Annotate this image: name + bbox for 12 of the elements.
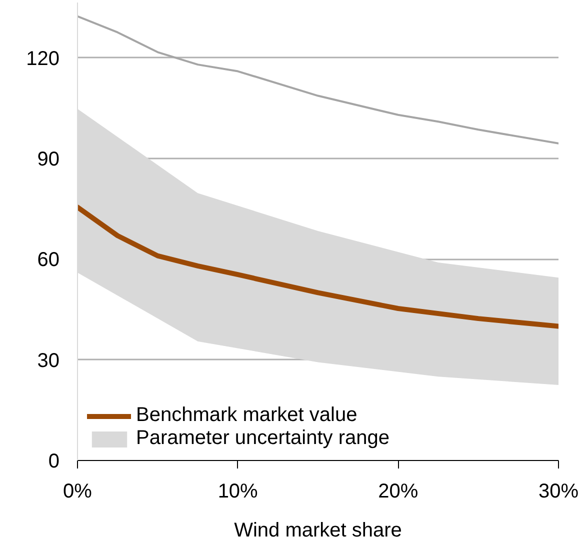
x-axis-title: Wind market share [234,520,402,542]
legend-label: Benchmark market value [136,404,358,427]
x-tick-label: 0% [63,480,92,502]
x-tick-label: 30% [538,480,579,502]
x-tick-label: 20% [378,480,418,502]
legend-label: Parameter uncertainty range [136,427,390,450]
y-tick-label: 120 [26,48,60,70]
x-tick-label: 10% [218,480,258,502]
y-tick-label: 30 [37,350,60,372]
y-tick-label: 90 [37,148,60,171]
y-tick-label: 0 [48,450,60,472]
y-tick-label: 60 [37,249,60,272]
